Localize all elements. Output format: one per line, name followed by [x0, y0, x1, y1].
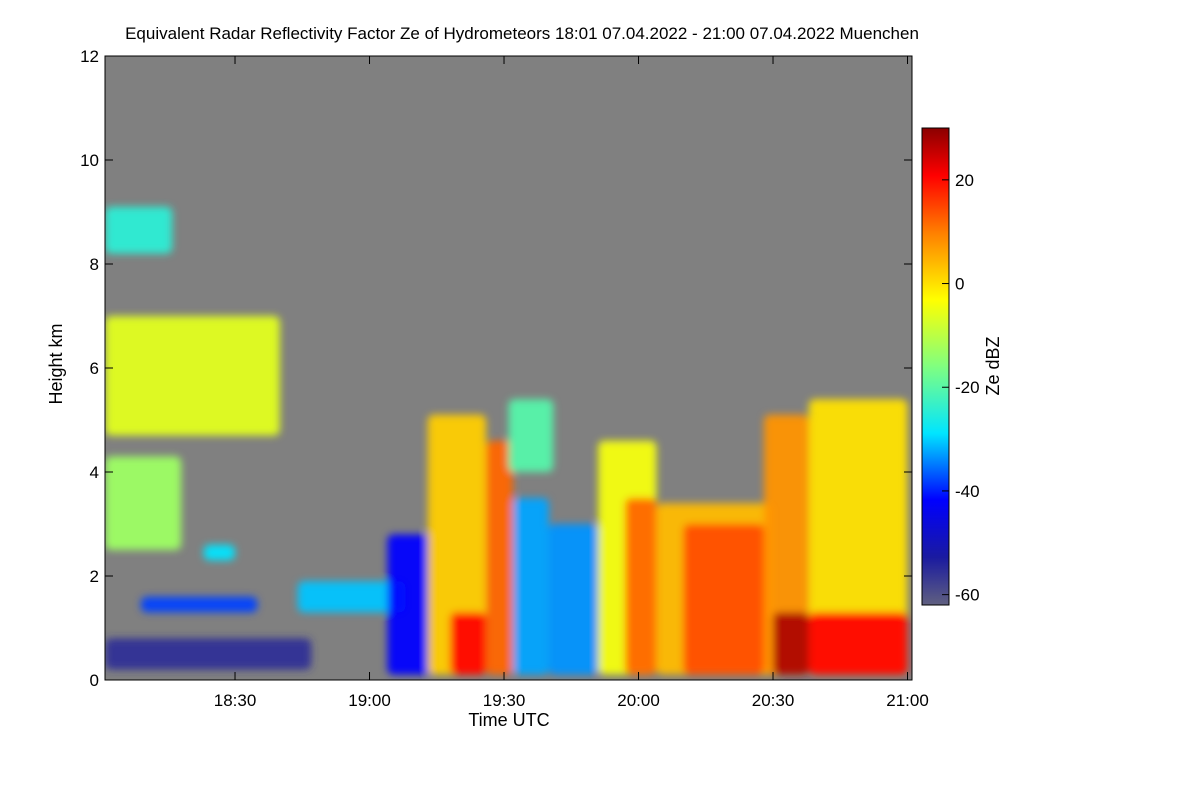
echo-cell-0	[105, 206, 173, 254]
colorbar-tick-label: -20	[955, 378, 980, 397]
echo-cell-15	[625, 498, 657, 675]
echo-cell-8	[427, 414, 487, 675]
y-tick-label: 12	[80, 47, 99, 66]
colorbar-ticks: 20 0 -20 -40 -60	[942, 171, 980, 605]
echo-cell-10	[486, 440, 513, 675]
echo-cell-13	[548, 524, 599, 675]
y-axis-title: Height km	[46, 323, 66, 404]
y-tick-label: 0	[90, 671, 99, 690]
echo-cell-17	[683, 524, 765, 675]
colorbar-tick-label: 20	[955, 171, 974, 190]
colorbar	[921, 127, 950, 606]
y-tick-label: 4	[90, 463, 99, 482]
x-tick-label: 18:30	[214, 691, 257, 710]
echo-cell-18	[764, 414, 809, 675]
y-axis: 0 2 4 6 8 10 12	[80, 47, 912, 690]
x-axis-title: Time UTC	[468, 710, 549, 730]
x-tick-label: 19:30	[483, 691, 526, 710]
x-tick-label: 20:30	[752, 691, 795, 710]
echo-cell-7	[387, 534, 433, 675]
colorbar-tick-label: -40	[955, 482, 980, 501]
echo-cell-3	[203, 544, 236, 561]
echo-cell-20	[808, 399, 908, 675]
y-tick-label: 8	[90, 255, 99, 274]
echo-cell-21	[808, 612, 908, 675]
x-tick-label: 19:00	[348, 691, 391, 710]
echo-cell-19	[773, 612, 809, 675]
colorbar-tick-label: 0	[955, 275, 964, 294]
colorbar-tick-label: -60	[955, 586, 980, 605]
echo-cell-5	[140, 596, 258, 613]
echo-cell-11	[512, 498, 549, 675]
colorbar-title: Ze dBZ	[983, 336, 1003, 395]
x-axis: 18:30 19:00 19:30 20:00 20:30 21:00	[214, 56, 929, 710]
chart-title: Equivalent Radar Reflectivity Factor Ze …	[125, 24, 919, 43]
y-tick-label: 10	[80, 151, 99, 170]
echo-cell-12	[508, 399, 554, 472]
echo-cell-4	[105, 638, 312, 670]
echo-cell-2	[105, 456, 182, 550]
y-tick-label: 2	[90, 567, 99, 586]
y-tick-label: 6	[90, 359, 99, 378]
echo-cell-9	[450, 612, 487, 675]
x-tick-label: 20:00	[617, 691, 660, 710]
heatmap-cells	[105, 206, 908, 675]
echo-cell-6	[297, 581, 406, 613]
echo-cell-1	[105, 316, 280, 436]
x-tick-label: 21:00	[886, 691, 929, 710]
